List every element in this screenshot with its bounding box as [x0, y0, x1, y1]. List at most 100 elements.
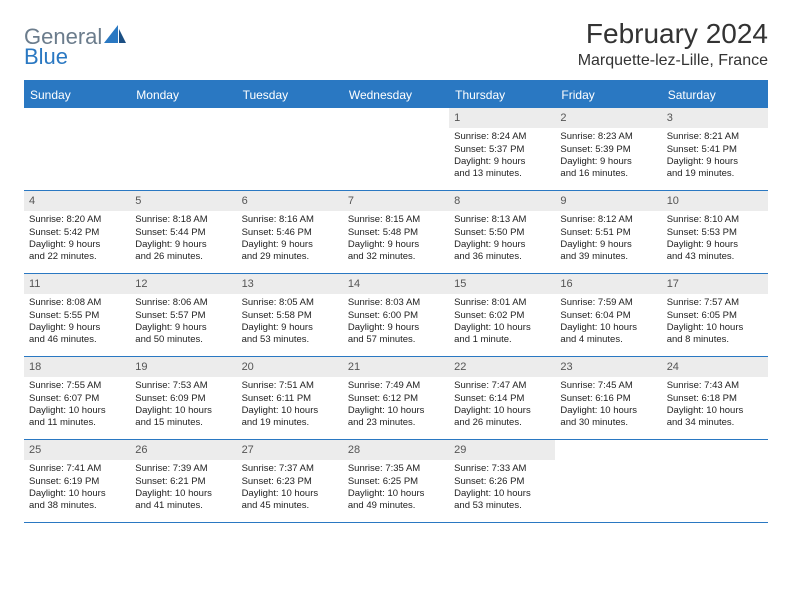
page-subtitle: Marquette-lez-Lille, France: [578, 52, 768, 70]
detail-line: and 1 minute.: [454, 334, 550, 346]
detail-line: Daylight: 9 hours: [667, 156, 763, 168]
detail-line: Sunset: 6:07 PM: [29, 393, 125, 405]
day-number: 5: [130, 191, 236, 211]
title-block: February 2024 Marquette-lez-Lille, Franc…: [578, 18, 768, 70]
detail-line: Daylight: 10 hours: [29, 488, 125, 500]
day-details: Sunrise: 8:24 AMSunset: 5:37 PMDaylight:…: [449, 128, 555, 185]
detail-line: and 53 minutes.: [454, 500, 550, 512]
detail-line: Sunrise: 7:41 AM: [29, 463, 125, 475]
detail-line: Daylight: 10 hours: [242, 488, 338, 500]
day-details: Sunrise: 7:35 AMSunset: 6:25 PMDaylight:…: [343, 460, 449, 517]
detail-line: Sunrise: 7:49 AM: [348, 380, 444, 392]
day-cell: 17Sunrise: 7:57 AMSunset: 6:05 PMDayligh…: [662, 274, 768, 356]
day-details: Sunrise: 8:08 AMSunset: 5:55 PMDaylight:…: [24, 294, 130, 351]
detail-line: Sunrise: 8:05 AM: [242, 297, 338, 309]
detail-line: Daylight: 9 hours: [348, 239, 444, 251]
detail-line: Sunrise: 8:16 AM: [242, 214, 338, 226]
day-details: Sunrise: 8:10 AMSunset: 5:53 PMDaylight:…: [662, 211, 768, 268]
detail-line: Daylight: 10 hours: [135, 488, 231, 500]
week-row: 11Sunrise: 8:08 AMSunset: 5:55 PMDayligh…: [24, 274, 768, 357]
detail-line: Sunset: 5:48 PM: [348, 227, 444, 239]
detail-line: Sunset: 6:02 PM: [454, 310, 550, 322]
day-cell: 11Sunrise: 8:08 AMSunset: 5:55 PMDayligh…: [24, 274, 130, 356]
day-cell: [237, 108, 343, 190]
detail-line: Sunrise: 8:20 AM: [29, 214, 125, 226]
week-row: 18Sunrise: 7:55 AMSunset: 6:07 PMDayligh…: [24, 357, 768, 440]
detail-line: Daylight: 9 hours: [242, 322, 338, 334]
day-cell: 22Sunrise: 7:47 AMSunset: 6:14 PMDayligh…: [449, 357, 555, 439]
detail-line: Daylight: 10 hours: [29, 405, 125, 417]
day-details: Sunrise: 8:06 AMSunset: 5:57 PMDaylight:…: [130, 294, 236, 351]
detail-line: Daylight: 10 hours: [454, 405, 550, 417]
detail-line: and 19 minutes.: [242, 417, 338, 429]
day-details: Sunrise: 7:39 AMSunset: 6:21 PMDaylight:…: [130, 460, 236, 517]
weekday-header: Tuesday: [237, 82, 343, 108]
detail-line: and 23 minutes.: [348, 417, 444, 429]
day-cell: 23Sunrise: 7:45 AMSunset: 6:16 PMDayligh…: [555, 357, 661, 439]
detail-line: and 26 minutes.: [135, 251, 231, 263]
day-cell: 2Sunrise: 8:23 AMSunset: 5:39 PMDaylight…: [555, 108, 661, 190]
detail-line: and 4 minutes.: [560, 334, 656, 346]
logo-text-blue: Blue: [24, 44, 68, 69]
detail-line: Sunset: 6:12 PM: [348, 393, 444, 405]
detail-line: Sunset: 5:50 PM: [454, 227, 550, 239]
week-row: 4Sunrise: 8:20 AMSunset: 5:42 PMDaylight…: [24, 191, 768, 274]
detail-line: Sunrise: 8:15 AM: [348, 214, 444, 226]
detail-line: Daylight: 10 hours: [667, 322, 763, 334]
detail-line: and 36 minutes.: [454, 251, 550, 263]
day-cell: 26Sunrise: 7:39 AMSunset: 6:21 PMDayligh…: [130, 440, 236, 522]
detail-line: Sunrise: 7:53 AM: [135, 380, 231, 392]
detail-line: Sunset: 5:57 PM: [135, 310, 231, 322]
day-cell: 14Sunrise: 8:03 AMSunset: 6:00 PMDayligh…: [343, 274, 449, 356]
day-cell: 28Sunrise: 7:35 AMSunset: 6:25 PMDayligh…: [343, 440, 449, 522]
day-number: 23: [555, 357, 661, 377]
day-number: 1: [449, 108, 555, 128]
detail-line: Sunset: 6:18 PM: [667, 393, 763, 405]
detail-line: and 46 minutes.: [29, 334, 125, 346]
detail-line: and 50 minutes.: [135, 334, 231, 346]
detail-line: Sunset: 5:53 PM: [667, 227, 763, 239]
detail-line: Sunset: 6:14 PM: [454, 393, 550, 405]
detail-line: and 29 minutes.: [242, 251, 338, 263]
day-details: Sunrise: 8:03 AMSunset: 6:00 PMDaylight:…: [343, 294, 449, 351]
detail-line: and 41 minutes.: [135, 500, 231, 512]
detail-line: Sunrise: 7:33 AM: [454, 463, 550, 475]
detail-line: Daylight: 10 hours: [242, 405, 338, 417]
detail-line: Daylight: 10 hours: [454, 322, 550, 334]
detail-line: Sunrise: 8:03 AM: [348, 297, 444, 309]
day-details: Sunrise: 8:18 AMSunset: 5:44 PMDaylight:…: [130, 211, 236, 268]
detail-line: Daylight: 10 hours: [454, 488, 550, 500]
day-details: Sunrise: 7:37 AMSunset: 6:23 PMDaylight:…: [237, 460, 343, 517]
weekday-header: Thursday: [449, 82, 555, 108]
weekday-header: Sunday: [24, 82, 130, 108]
detail-line: Daylight: 10 hours: [560, 322, 656, 334]
day-details: Sunrise: 7:59 AMSunset: 6:04 PMDaylight:…: [555, 294, 661, 351]
detail-line: Sunset: 6:04 PM: [560, 310, 656, 322]
day-cell: 25Sunrise: 7:41 AMSunset: 6:19 PMDayligh…: [24, 440, 130, 522]
day-details: Sunrise: 7:43 AMSunset: 6:18 PMDaylight:…: [662, 377, 768, 434]
detail-line: and 32 minutes.: [348, 251, 444, 263]
calendar: Sunday Monday Tuesday Wednesday Thursday…: [24, 80, 768, 523]
detail-line: and 19 minutes.: [667, 168, 763, 180]
day-number: 13: [237, 274, 343, 294]
day-details: Sunrise: 7:55 AMSunset: 6:07 PMDaylight:…: [24, 377, 130, 434]
detail-line: and 22 minutes.: [29, 251, 125, 263]
day-cell: 4Sunrise: 8:20 AMSunset: 5:42 PMDaylight…: [24, 191, 130, 273]
detail-line: Daylight: 9 hours: [29, 322, 125, 334]
day-cell: 20Sunrise: 7:51 AMSunset: 6:11 PMDayligh…: [237, 357, 343, 439]
detail-line: Sunset: 5:37 PM: [454, 144, 550, 156]
detail-line: Daylight: 9 hours: [29, 239, 125, 251]
day-details: Sunrise: 8:01 AMSunset: 6:02 PMDaylight:…: [449, 294, 555, 351]
day-details: Sunrise: 8:05 AMSunset: 5:58 PMDaylight:…: [237, 294, 343, 351]
week-row: 25Sunrise: 7:41 AMSunset: 6:19 PMDayligh…: [24, 440, 768, 523]
page-title: February 2024: [578, 18, 768, 50]
day-details: Sunrise: 7:41 AMSunset: 6:19 PMDaylight:…: [24, 460, 130, 517]
day-details: Sunrise: 7:33 AMSunset: 6:26 PMDaylight:…: [449, 460, 555, 517]
detail-line: and 39 minutes.: [560, 251, 656, 263]
day-cell: [343, 108, 449, 190]
detail-line: Sunset: 6:05 PM: [667, 310, 763, 322]
detail-line: Sunset: 5:46 PM: [242, 227, 338, 239]
detail-line: Sunrise: 7:45 AM: [560, 380, 656, 392]
weekday-header: Wednesday: [343, 82, 449, 108]
logo-row2: Blue: [24, 44, 68, 70]
